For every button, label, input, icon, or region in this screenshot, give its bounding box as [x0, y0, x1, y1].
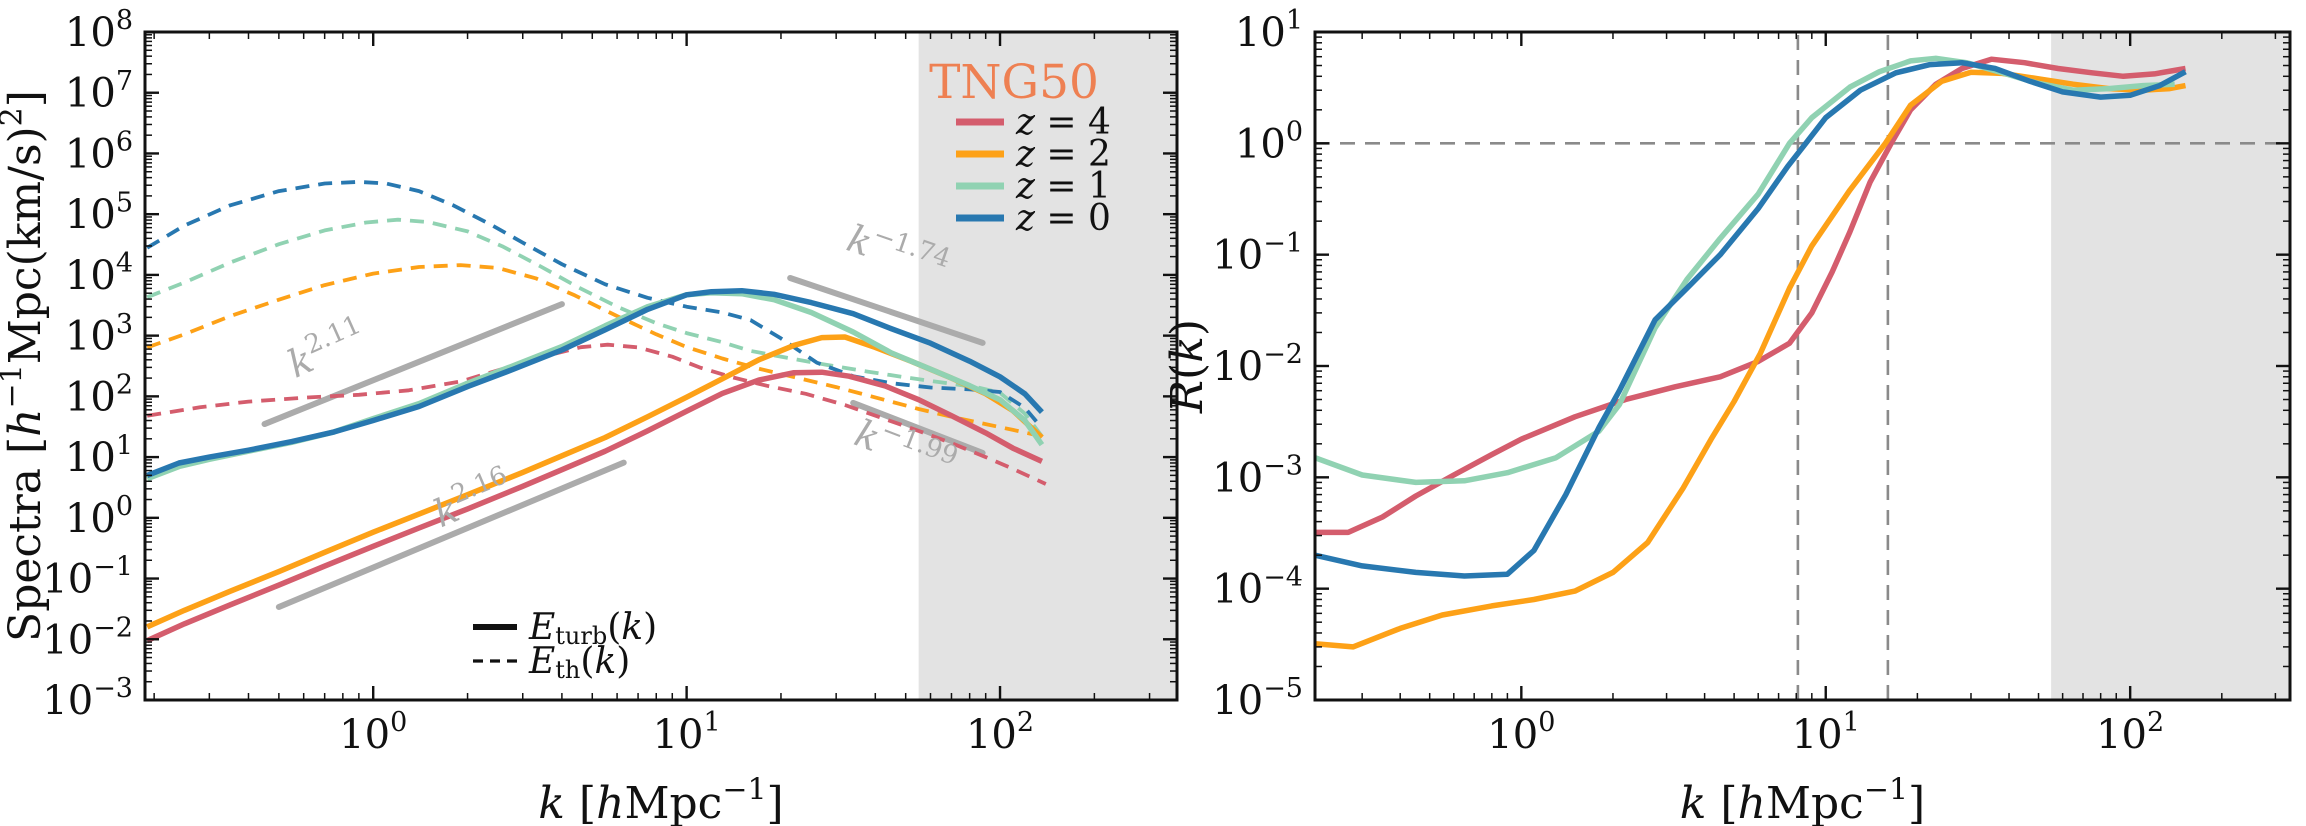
left-panel: 100 101 102 10−3 10−2 10−1 100 101 102 103 104 105 1… — [0, 5, 1179, 826]
series-R-z-0 — [1315, 59, 2187, 579]
y-tick-label: 101 — [65, 430, 133, 481]
legend-label-dashed: Eth(k) — [528, 641, 630, 684]
x-axis-label: k [hMpc−1] — [1680, 773, 1925, 826]
legend-label-z1: z = 1 — [1015, 166, 1111, 207]
y-tick-label: 100 — [1235, 117, 1303, 168]
y-tick-label: 10−4 — [1212, 562, 1303, 613]
y-axis-label: R(k) — [1162, 319, 1213, 414]
y-tick-label: 101 — [1235, 5, 1303, 56]
ticks — [145, 30, 1177, 702]
series-R-z-4 — [1315, 56, 2186, 536]
curves — [1315, 55, 2187, 650]
series-E_turb-z-4 — [146, 369, 1044, 644]
axes-spine — [143, 30, 1179, 702]
guide-line-k-1.99 — [850, 399, 986, 456]
legend-label-solid: Eturb(k) — [528, 607, 657, 650]
y-tick-label: 103 — [65, 309, 133, 360]
y-axis-label: Spectra [h−1Mpc(km/s)2] — [0, 90, 51, 642]
y-tick-label: 106 — [65, 127, 133, 178]
x-tick-label: 101 — [653, 707, 721, 758]
guide-line-k-1.74 — [787, 274, 986, 346]
y-tick-label: 10−3 — [1212, 451, 1303, 502]
x-axis-label: k [hMpc−1] — [538, 773, 783, 826]
y-tick-label: 10−2 — [42, 612, 133, 663]
legend-spectra-type: Eturb(k)Eth(k) — [473, 607, 657, 684]
series-E_th-z-1 — [146, 217, 1044, 438]
y-tick-label: 102 — [65, 370, 133, 421]
series-E_th-z-4 — [146, 342, 1047, 486]
ticks — [1315, 30, 2290, 702]
right-panel: 100 101 102 10−5 10−4 10−3 10−2 10−1 100 101 k [hM… — [1162, 5, 2292, 826]
x-tick-label: 100 — [1487, 707, 1555, 758]
guide-line-k2.11 — [261, 301, 565, 428]
y-tick-label: 105 — [65, 187, 133, 238]
y-tick-label: 108 — [65, 5, 133, 56]
shaded-unresolved-band — [918, 32, 1177, 700]
y-tick-label: 104 — [65, 248, 133, 299]
y-tick-label: 100 — [65, 491, 133, 542]
series-E_turb-z-0 — [146, 287, 1044, 478]
series-E_th-z-0 — [146, 180, 1044, 430]
y-tick-label: 10−1 — [1212, 228, 1303, 279]
x-tick-label: 102 — [966, 707, 1034, 758]
y-tick-label: 10−2 — [1212, 339, 1303, 390]
y-tick-label: 107 — [65, 66, 133, 117]
curves — [146, 180, 1047, 644]
x-tick-label: 101 — [1792, 707, 1860, 758]
x-tick-label: 102 — [2096, 707, 2164, 758]
y-tick-label: 10−5 — [1212, 673, 1303, 724]
y-tick-label: 10−3 — [42, 673, 133, 724]
legend-label-z4: z = 4 — [1015, 102, 1111, 143]
legend-title: TNG50 — [929, 55, 1099, 110]
guide-line-k2.16 — [275, 459, 627, 610]
x-tick-label: 100 — [339, 707, 407, 758]
series-E_th-z-2 — [146, 263, 1043, 439]
y-tick-label: 10−1 — [42, 552, 133, 603]
series-R-z-2 — [1315, 69, 2187, 650]
legend-label-z2: z = 2 — [1015, 134, 1111, 175]
legend-label-z0: z = 0 — [1015, 198, 1111, 239]
shaded-unresolved-band — [2051, 32, 2290, 700]
